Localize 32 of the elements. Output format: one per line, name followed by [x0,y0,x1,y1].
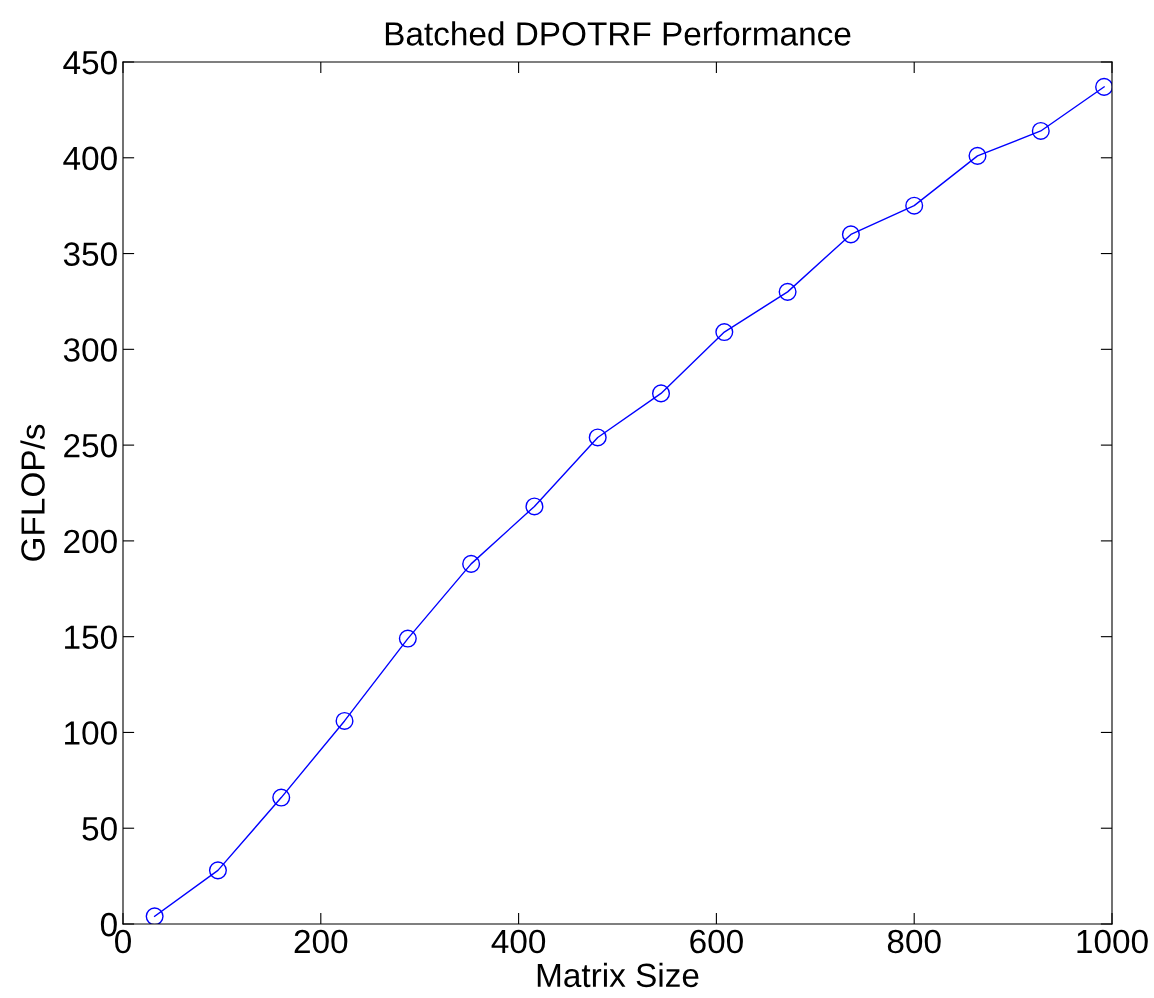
point [335,711,354,730]
y-tick-label: 0 [100,912,117,937]
y-tick-label: 450 [63,50,117,75]
y-tick-label: 400 [63,146,117,171]
point [778,282,797,301]
point [715,323,734,342]
x-tick-label: 400 [491,929,546,954]
x-axis-title: Matrix Size [537,962,699,988]
point [651,384,671,403]
y-tick-label: 50 [82,817,117,841]
x-tick-label: 600 [690,929,743,954]
point [968,146,987,165]
y-tick-label: 150 [65,625,117,650]
y-axis-title: GFLOP/s [20,424,45,561]
y-tick-label: 300 [63,338,117,362]
point [1031,121,1050,140]
point [841,225,860,244]
x-tick-label: 1000 [1077,929,1148,954]
y-tick-label: 350 [63,242,117,266]
point [905,196,924,215]
x-tick-label: 200 [294,929,348,954]
point [272,788,291,807]
point [462,554,481,573]
x-tick-label: 800 [887,929,941,954]
y-tick-label: 100 [65,721,117,745]
point [588,428,607,447]
chart-title: Batched DPOTRF Performance [385,21,851,46]
point [208,861,227,880]
point [398,629,417,648]
y-tick-label: 200 [64,529,117,554]
point [525,497,544,516]
y-tick-label: 250 [64,433,117,458]
